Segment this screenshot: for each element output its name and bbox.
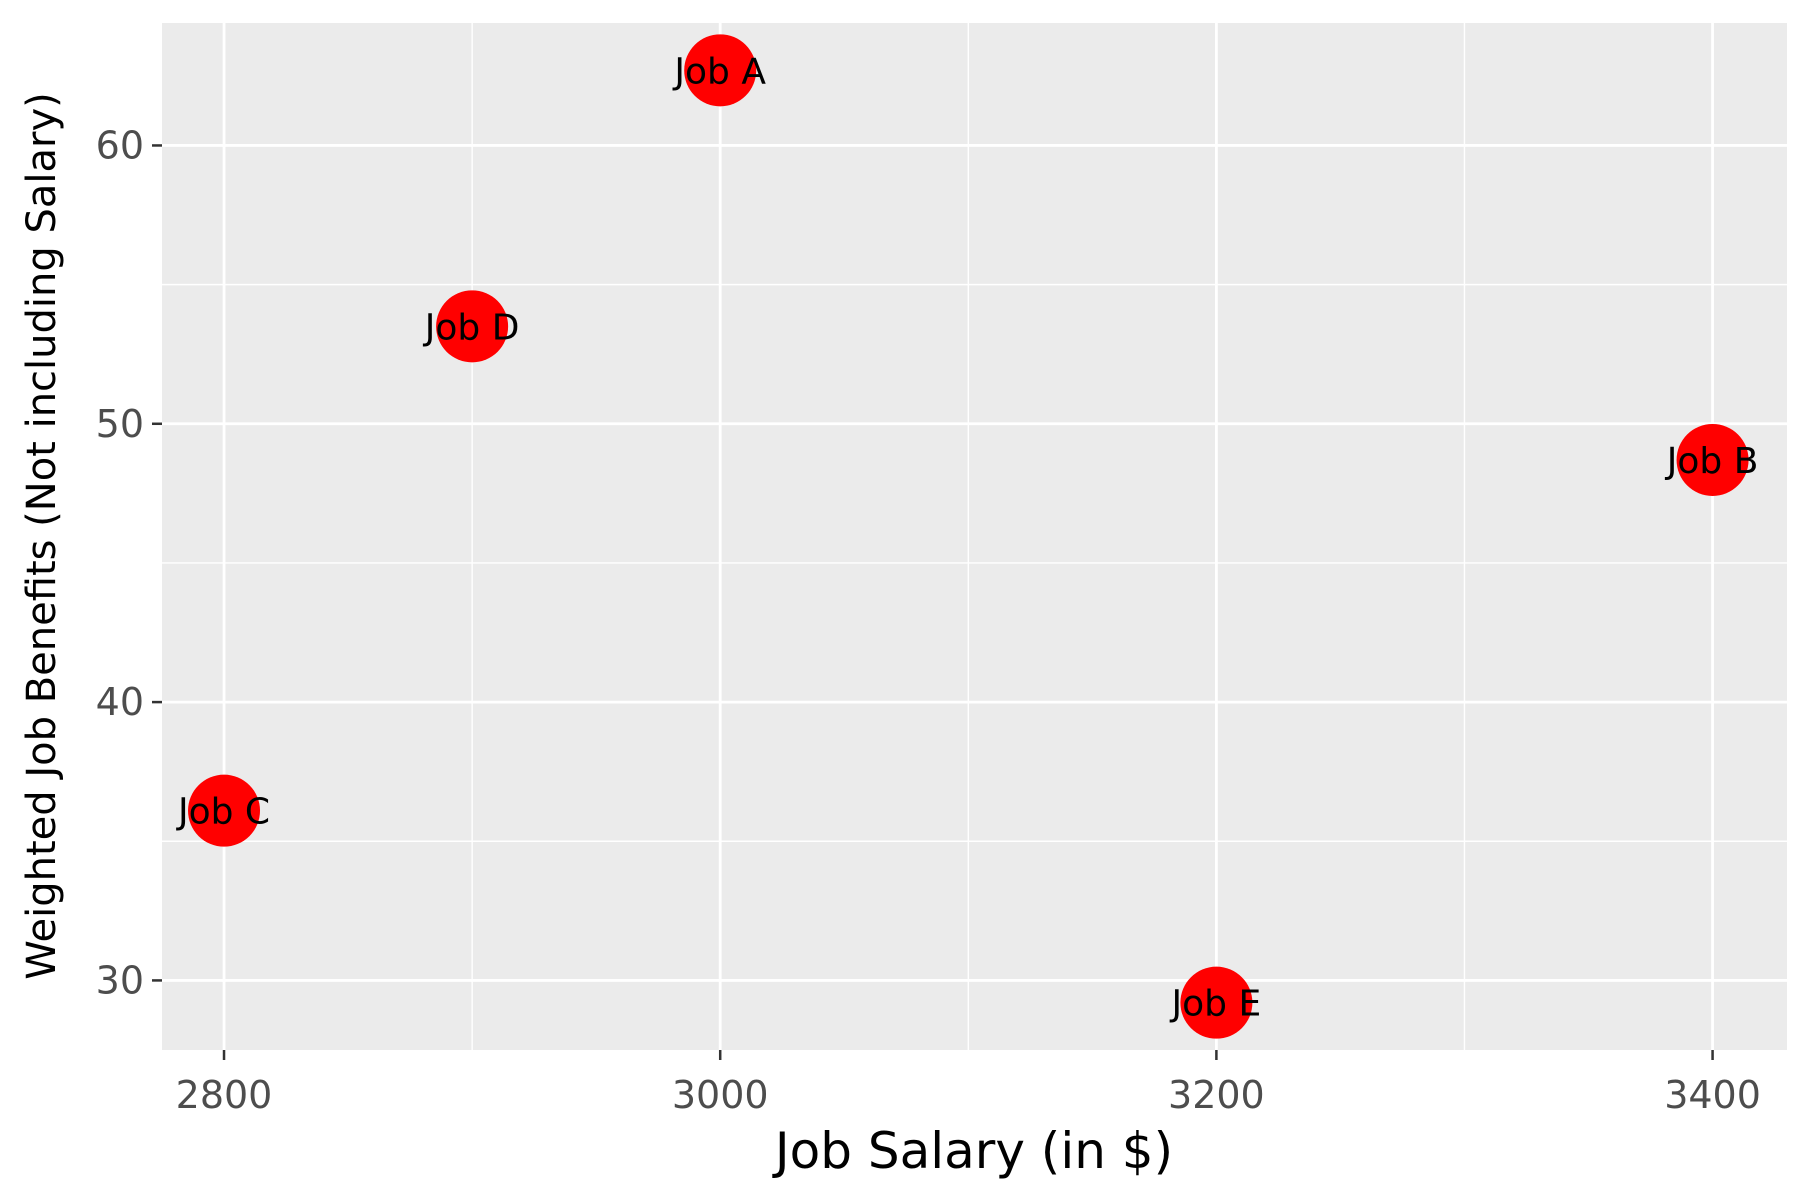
point-job-c bbox=[188, 774, 261, 847]
x-tick-label: 3000 bbox=[672, 1073, 769, 1117]
point-label-job-a: Job A bbox=[672, 51, 766, 92]
point-labels: Job A Job B Job C Job D Job E bbox=[176, 51, 1758, 1024]
x-tick-labels: 2800 3000 3200 3400 bbox=[176, 1073, 1761, 1117]
point-label-job-b: Job B bbox=[1665, 441, 1759, 482]
y-tick-label: 60 bbox=[96, 123, 144, 167]
point-job-a bbox=[684, 34, 757, 107]
major-gridlines bbox=[162, 23, 1787, 1050]
point-label-job-e: Job E bbox=[1170, 984, 1262, 1025]
x-tick-label: 3400 bbox=[1664, 1073, 1761, 1117]
x-tick-label: 3200 bbox=[1168, 1073, 1265, 1117]
point-label-job-c: Job C bbox=[176, 792, 270, 833]
point-job-d bbox=[436, 290, 509, 363]
axis-ticks bbox=[152, 144, 1714, 1060]
minor-gridlines bbox=[162, 23, 1787, 1050]
y-tick-label: 40 bbox=[96, 680, 144, 724]
point-job-e bbox=[1180, 966, 1253, 1039]
x-tick-label: 2800 bbox=[176, 1073, 273, 1117]
y-tick-label: 50 bbox=[96, 402, 144, 446]
point-job-b bbox=[1676, 423, 1749, 496]
point-label-job-d: Job D bbox=[423, 307, 520, 348]
y-tick-labels: 30 40 50 60 bbox=[96, 123, 144, 1002]
data-points bbox=[188, 34, 1749, 1039]
panel-background bbox=[162, 23, 1787, 1050]
y-tick-label: 30 bbox=[96, 958, 144, 1002]
x-axis-title: Job Salary (in $) bbox=[772, 1122, 1173, 1180]
y-axis-title: Weighted Job Benefits (Not including Sal… bbox=[19, 92, 65, 979]
